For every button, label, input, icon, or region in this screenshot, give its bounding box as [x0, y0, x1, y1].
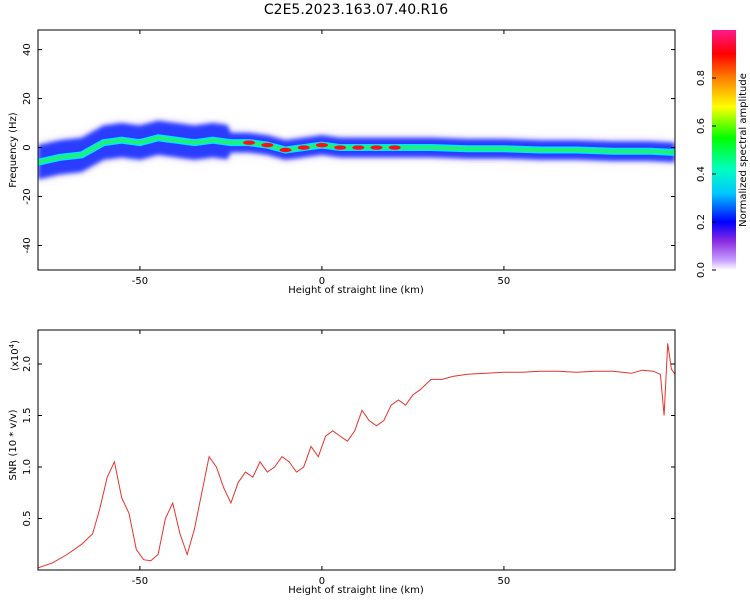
snr-multiplier: (x104)	[8, 340, 21, 371]
spectrogram-xlabel: Height of straight line (km)	[288, 285, 424, 296]
spectrogram-ylabel: Frequency (Hz)	[8, 112, 19, 188]
heatmap-peak	[315, 142, 328, 148]
colorbar-gradient	[712, 30, 736, 270]
snr-ticks: -50 0 50 0.5 1.0 1.5 2.0	[22, 330, 675, 587]
colorbar-tick-label: 0.0	[696, 262, 707, 278]
snr-ylabel: SNR (10 * v/v)	[8, 409, 19, 480]
heatmap-body	[38, 120, 675, 180]
heatmap-peak	[279, 147, 292, 153]
spectrogram-ytick-label: -20	[22, 188, 33, 204]
spectrogram-ytick-label: 20	[22, 92, 33, 105]
snr-ytick-label: 1.0	[22, 459, 33, 475]
chart-title: C2E5.2023.163.07.40.R16	[264, 2, 448, 18]
colorbar-tick-label: 0.4	[696, 166, 707, 182]
snr-xtick-label: 50	[498, 576, 511, 587]
spectrogram-panel: -50 0 50 -40 -20 0 20 40 Height of straight lin…	[8, 29, 676, 296]
heatmap-peak	[243, 140, 256, 145]
snr-frame	[37, 329, 676, 571]
heatmap-peak	[370, 145, 383, 150]
snr-ytick-label: 2.0	[22, 356, 33, 372]
spectrogram-xtick-label: 0	[319, 276, 325, 287]
snr-ytick-label: 0.5	[22, 511, 33, 527]
snr-series-line	[38, 343, 675, 569]
snr-ytick-label: 1.5	[22, 408, 33, 424]
snr-xlabel: Height of straight line (km)	[288, 585, 424, 596]
colorbar: 0.0 0.2 0.4 0.6 0.8 Normalized spectral ampl…	[696, 30, 749, 278]
colorbar-tick-label: 0.2	[696, 214, 707, 230]
heatmap-peak	[334, 145, 347, 150]
spectrogram-ytick-label: 0	[22, 144, 33, 150]
heatmap-peak	[352, 145, 365, 150]
spectrogram-ticks: -50 0 50 -40 -20 0 20 40	[22, 30, 675, 287]
heatmap-peak	[297, 145, 310, 150]
heatmap-peak	[261, 142, 274, 148]
colorbar-label: Normalized spectral amplitude	[738, 73, 749, 227]
colorbar-tick-label: 0.6	[696, 118, 707, 134]
snr-panel: -50 0 50 0.5 1.0 1.5 2.0 Height of straight li…	[8, 329, 676, 596]
colorbar-tick-label: 0.8	[696, 70, 707, 86]
snr-xtick-label: 0	[319, 576, 325, 587]
spectrogram-xtick-label: 50	[498, 276, 511, 287]
colorbar-ticks: 0.0 0.2 0.4 0.6 0.8	[696, 70, 716, 278]
spectrogram-ytick-label: -40	[22, 237, 33, 253]
spectrogram-xtick-label: -50	[132, 276, 148, 287]
spectrogram-frame	[37, 29, 676, 271]
spectrogram-ytick-label: 40	[22, 43, 33, 56]
snr-xtick-label: -50	[132, 576, 148, 587]
heatmap-peak	[388, 145, 401, 150]
